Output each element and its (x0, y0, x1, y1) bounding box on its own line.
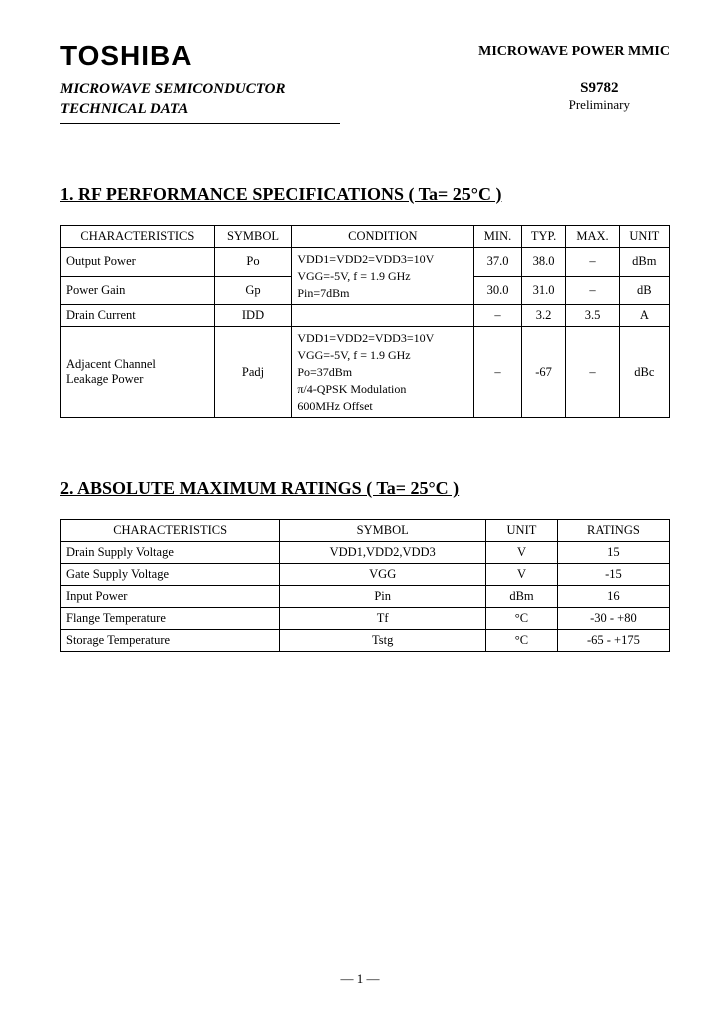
cell-unit: dB (619, 276, 669, 305)
cond-line: 600MHz Offset (297, 398, 468, 415)
subtitle-line2: TECHNICAL DATA (60, 100, 340, 120)
table-header-row: CHARACTERISTICS SYMBOL UNIT RATINGS (61, 520, 670, 542)
cell-unit: V (486, 564, 558, 586)
subheader-row: MICROWAVE SEMICONDUCTOR TECHNICAL DATA S… (60, 80, 670, 124)
cell-symbol: Tf (280, 608, 486, 630)
cell-max: – (566, 327, 619, 418)
subtitle-block: MICROWAVE SEMICONDUCTOR TECHNICAL DATA (60, 80, 340, 124)
col-unit: UNIT (619, 226, 669, 248)
cond-line: VGG=-5V, f = 1.9 GHz (297, 268, 468, 285)
header-row: TOSHIBA MICROWAVE POWER MMIC (60, 40, 670, 72)
cell-cond-merged: VDD1=VDD2=VDD3=10V VGG=-5V, f = 1.9 GHz … (292, 248, 474, 305)
cell-symbol: VGG (280, 564, 486, 586)
col-symbol: SYMBOL (214, 226, 292, 248)
table-row: Gate Supply Voltage VGG V -15 (61, 564, 670, 586)
cell-char: Storage Temperature (61, 630, 280, 652)
section1-title: 1. RF PERFORMANCE SPECIFICATIONS ( Ta= 2… (60, 184, 670, 205)
cell-max: – (566, 276, 619, 305)
section2-title: 2. ABSOLUTE MAXIMUM RATINGS ( Ta= 25°C ) (60, 478, 670, 499)
datasheet-page: TOSHIBA MICROWAVE POWER MMIC MICROWAVE S… (0, 0, 720, 672)
cell-min: – (474, 305, 521, 327)
cell-char: Drain Supply Voltage (61, 542, 280, 564)
cell-char: Flange Temperature (61, 608, 280, 630)
cell-rating: 16 (557, 586, 669, 608)
table-row: Storage Temperature Tstg °C -65 - +175 (61, 630, 670, 652)
cell-symbol: Tstg (280, 630, 486, 652)
table-row: Adjacent Channel Leakage Power Padj VDD1… (61, 327, 670, 418)
col-unit: UNIT (486, 520, 558, 542)
cell-unit: dBc (619, 327, 669, 418)
rf-spec-table: CHARACTERISTICS SYMBOL CONDITION MIN. TY… (60, 225, 670, 418)
table-row: Drain Current IDD – 3.2 3.5 A (61, 305, 670, 327)
char-line: Leakage Power (66, 372, 209, 387)
part-number: S9782 (569, 80, 630, 97)
col-typ: TYP. (521, 226, 566, 248)
cell-symbol: Po (214, 248, 292, 277)
col-symbol: SYMBOL (280, 520, 486, 542)
cell-unit: A (619, 305, 669, 327)
cell-unit: dBm (619, 248, 669, 277)
cond-line: VDD1=VDD2=VDD3=10V (297, 330, 468, 347)
subtitle-line1: MICROWAVE SEMICONDUCTOR (60, 80, 340, 100)
cell-char: Drain Current (61, 305, 215, 327)
cell-symbol: IDD (214, 305, 292, 327)
cell-char: Input Power (61, 586, 280, 608)
cond-line: VGG=-5V, f = 1.9 GHz (297, 347, 468, 364)
cond-line: Po=37dBm (297, 364, 468, 381)
cell-typ: -67 (521, 327, 566, 418)
product-title: MICROWAVE POWER MMIC (478, 44, 670, 60)
cell-min: 30.0 (474, 276, 521, 305)
cell-typ: 38.0 (521, 248, 566, 277)
cell-rating: 15 (557, 542, 669, 564)
cell-cond (292, 305, 474, 327)
cell-unit: dBm (486, 586, 558, 608)
cell-unit: V (486, 542, 558, 564)
cell-char: Power Gain (61, 276, 215, 305)
cell-symbol: VDD1,VDD2,VDD3 (280, 542, 486, 564)
preliminary-label: Preliminary (569, 97, 630, 113)
col-characteristics: CHARACTERISTICS (61, 520, 280, 542)
cell-min: 37.0 (474, 248, 521, 277)
table-row: Flange Temperature Tf °C -30 - +80 (61, 608, 670, 630)
cell-min: – (474, 327, 521, 418)
cell-rating: -15 (557, 564, 669, 586)
cell-rating: -65 - +175 (557, 630, 669, 652)
abs-max-table: CHARACTERISTICS SYMBOL UNIT RATINGS Drai… (60, 519, 670, 652)
cell-symbol: Padj (214, 327, 292, 418)
cond-line: π/4-QPSK Modulation (297, 381, 468, 398)
col-max: MAX. (566, 226, 619, 248)
cell-char: Output Power (61, 248, 215, 277)
cell-symbol: Pin (280, 586, 486, 608)
table-row: Input Power Pin dBm 16 (61, 586, 670, 608)
char-line: Adjacent Channel (66, 357, 209, 372)
cell-max: – (566, 248, 619, 277)
cell-typ: 31.0 (521, 276, 566, 305)
cell-max: 3.5 (566, 305, 619, 327)
cell-typ: 3.2 (521, 305, 566, 327)
col-characteristics: CHARACTERISTICS (61, 226, 215, 248)
cell-symbol: Gp (214, 276, 292, 305)
cell-char: Gate Supply Voltage (61, 564, 280, 586)
table-row: Drain Supply Voltage VDD1,VDD2,VDD3 V 15 (61, 542, 670, 564)
cond-line: Pin=7dBm (297, 285, 468, 302)
brand-logo: TOSHIBA (60, 40, 193, 72)
header-rule (60, 123, 340, 124)
col-ratings: RATINGS (557, 520, 669, 542)
page-number: — 1 — (0, 971, 720, 987)
cell-rating: -30 - +80 (557, 608, 669, 630)
table-row: Output Power Po VDD1=VDD2=VDD3=10V VGG=-… (61, 248, 670, 277)
cell-unit: °C (486, 630, 558, 652)
table-header-row: CHARACTERISTICS SYMBOL CONDITION MIN. TY… (61, 226, 670, 248)
part-block: S9782 Preliminary (569, 80, 630, 113)
col-min: MIN. (474, 226, 521, 248)
col-condition: CONDITION (292, 226, 474, 248)
cell-unit: °C (486, 608, 558, 630)
cond-line: VDD1=VDD2=VDD3=10V (297, 251, 468, 268)
cell-cond: VDD1=VDD2=VDD3=10V VGG=-5V, f = 1.9 GHz … (292, 327, 474, 418)
cell-char: Adjacent Channel Leakage Power (61, 327, 215, 418)
